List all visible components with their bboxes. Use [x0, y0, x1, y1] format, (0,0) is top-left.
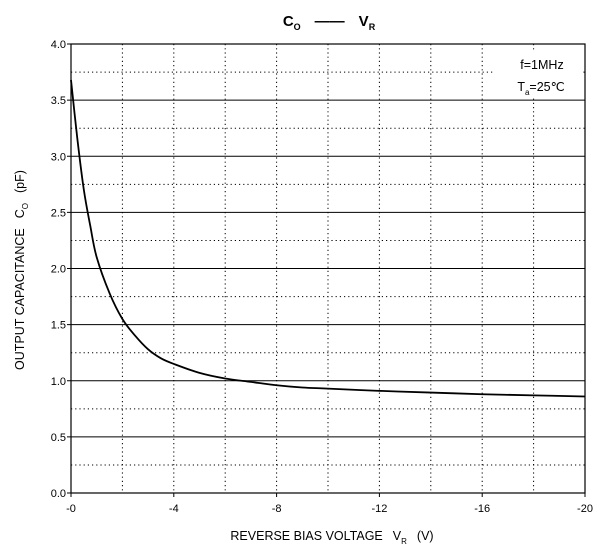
x-tick-label: -8	[272, 503, 282, 515]
y-tick-label: 3.5	[51, 95, 66, 107]
annotation-background	[493, 50, 583, 97]
series-line-0	[70, 79, 586, 398]
annotation-box: f=1MHz Ta=25℃	[493, 50, 583, 97]
annotation-temperature: Ta=25℃	[517, 80, 564, 97]
annotation-frequency: f=1MHz	[520, 58, 563, 72]
x-tick-label: -16	[474, 503, 490, 515]
y-tick-label: 1.0	[51, 376, 66, 388]
y-tick-label: 3.0	[51, 151, 66, 163]
y-tick-label: 4.0	[51, 39, 66, 51]
series-layer	[70, 79, 586, 398]
y-tick-label: 0.0	[51, 488, 66, 500]
x-axis-label: REVERSE BIAS VOLTAGE VR (V)	[230, 529, 433, 546]
x-tick-label: -20	[577, 503, 593, 515]
y-tick-labels: 0.0 0.5 1.0 1.5 2.0 2.5 3.0 3.5 4.0	[51, 39, 71, 500]
y-axis-label: OUTPUT CAPACITANCECO(pF)	[13, 170, 30, 370]
chart-title: CO —— VR	[283, 13, 376, 32]
y-tick-label: 0.5	[51, 432, 66, 444]
y-tick-label: 1.5	[51, 320, 66, 332]
x-tick-labels: -0 -4 -8 -12 -16 -20	[66, 493, 593, 515]
x-tick-label: -4	[169, 503, 179, 515]
x-tick-label: -12	[371, 503, 387, 515]
x-tick-label: -0	[66, 503, 76, 515]
grid	[71, 44, 585, 493]
y-tick-label: 2.0	[51, 264, 66, 276]
y-tick-label: 2.5	[51, 207, 66, 219]
